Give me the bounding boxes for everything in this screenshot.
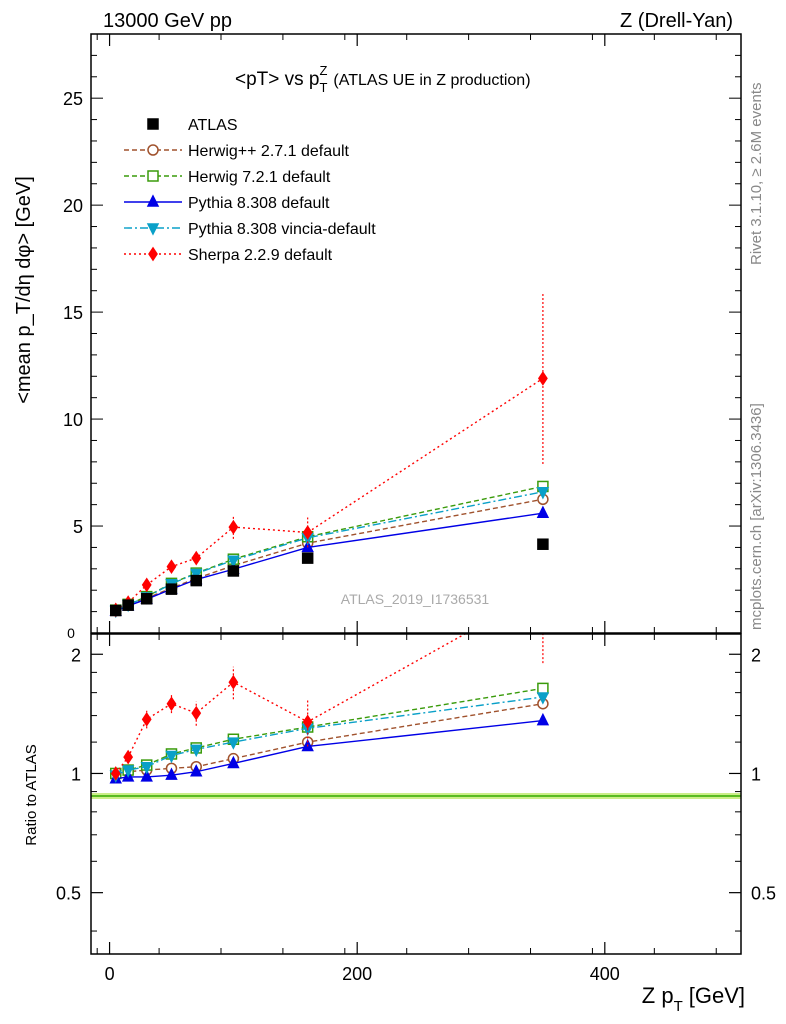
ratio-point-sherpa-2-2-9-default — [141, 711, 152, 727]
x-tick-label: 0 — [105, 964, 115, 984]
ratio-point-sherpa-2-2-9-default — [110, 766, 121, 781]
watermark: ATLAS_2019_I1736531 — [341, 591, 490, 607]
data-point-sherpa-2-2-9-default — [538, 371, 548, 386]
data-point-atlas — [301, 552, 314, 564]
ratio-point-sherpa-2-2-9-default — [166, 696, 177, 712]
ratio-point-pythia-8-308-vincia-default — [227, 737, 240, 750]
ratio-point-pythia-8-308-default — [227, 755, 240, 769]
data-point-atlas — [165, 583, 178, 595]
ratio-tick-label: 1 — [751, 764, 761, 784]
ratio-point-pythia-8-308-default — [165, 767, 178, 780]
ratio-line-sherpa-2-2-9-default — [115, 634, 467, 774]
chart-title: <pT> vs pZ T (ATLAS UE in Z production) — [235, 63, 531, 95]
y-tick-label: 15 — [63, 303, 83, 323]
y-tick-label: 20 — [63, 196, 83, 216]
legend-marker — [147, 170, 159, 182]
ratio-line-pythia-8-308-default — [115, 719, 543, 780]
ratio-point-sherpa-2-2-9-default — [191, 705, 202, 721]
y-tick-label: 5 — [73, 517, 83, 537]
data-point-pythia-8-308-vincia-default — [227, 555, 240, 568]
process-label: Z (Drell-Yan) — [620, 10, 733, 32]
ratio-point-sherpa-2-2-9-default — [228, 674, 239, 690]
legend-marker — [146, 194, 160, 207]
data-point-sherpa-2-2-9-default — [191, 550, 202, 566]
y-tick-label: 10 — [63, 410, 83, 430]
ratio-point-pythia-8-308-vincia-default — [121, 765, 135, 778]
x-tick-label: 200 — [342, 964, 372, 984]
legend-label: Pythia 8.308 default — [188, 195, 330, 212]
data-point-atlas — [140, 593, 153, 605]
ratio-tick-label: 2 — [71, 645, 81, 665]
data-point-atlas — [110, 604, 122, 617]
legend-marker — [147, 144, 159, 156]
x-tick-label: 400 — [590, 964, 620, 984]
legend-marker — [146, 223, 160, 236]
ratio-point-sherpa-2-2-9-default — [539, 584, 547, 596]
ratio-point-pythia-8-308-default — [140, 769, 153, 782]
ratio-point-herwig-7-2-1-default — [537, 682, 549, 695]
data-point-pythia-8-308-default — [536, 505, 550, 518]
ratio-tick-label: 0.5 — [751, 884, 776, 904]
data-point-atlas — [537, 538, 549, 550]
ratio-frame — [90, 633, 742, 955]
legend-label: Sherpa 2.2.9 default — [188, 247, 333, 264]
ratio-tick-label: 0.5 — [56, 884, 81, 904]
mcplots-label: mcplots.cern.ch [arXiv:1306.3436] — [748, 403, 765, 630]
ratio-tick-label: 2 — [751, 645, 761, 665]
ratio-point-pythia-8-308-vincia-default — [536, 692, 550, 705]
data-point-atlas — [122, 599, 134, 611]
ratio-line-pythia-8-308-vincia-default — [115, 696, 543, 776]
data-point-atlas — [227, 565, 240, 577]
main-frame — [90, 33, 742, 634]
ratio-point-sherpa-2-2-9-default — [302, 714, 313, 730]
ratio-point-sherpa-2-2-9-default — [123, 749, 134, 765]
data-point-sherpa-2-2-9-default — [228, 519, 239, 535]
data-point-sherpa-2-2-9-default — [166, 559, 177, 575]
series-line-sherpa-2-2-9-default — [115, 377, 544, 611]
y-tick-label: 0 — [67, 625, 75, 641]
beam-label: 13000 GeV pp — [103, 10, 232, 32]
ratio-tick-label: 1 — [71, 764, 81, 784]
data-point-sherpa-2-2-9-default — [302, 525, 313, 540]
data-point-pythia-8-308-vincia-default — [536, 487, 550, 500]
ratio-line-herwig-2-7-1-default — [115, 703, 544, 776]
legend-label: Herwig++ 2.7.1 default — [188, 143, 350, 160]
data-point-atlas — [190, 574, 202, 587]
y-tick-label: 25 — [63, 89, 83, 109]
ratio-point-pythia-8-308-default — [190, 764, 203, 777]
ratio-y-axis-label: Ratio to ATLAS — [23, 744, 40, 845]
ratio-point-pythia-8-308-vincia-default — [140, 761, 153, 775]
legend-label: Herwig 7.2.1 default — [188, 169, 331, 186]
y-axis-label: <mean p_T/dη dφ> [GeV] — [13, 176, 35, 404]
data-point-sherpa-2-2-9-default — [141, 577, 152, 593]
data-point-pythia-8-308-vincia-default — [190, 568, 203, 582]
legend-label: ATLAS — [188, 117, 238, 134]
legend-marker — [148, 246, 158, 262]
legend-label: Pythia 8.308 vincia-default — [188, 221, 376, 238]
ratio-point-pythia-8-308-vincia-default — [190, 744, 203, 758]
legend-marker — [147, 118, 159, 130]
ratio-point-pythia-8-308-vincia-default — [165, 750, 178, 764]
rivet-label: Rivet 3.1.10, ≥ 2.6M events — [748, 83, 765, 266]
ratio-line-herwig-7-2-1-default — [115, 687, 544, 775]
ratio-point-pythia-8-308-default — [536, 712, 550, 726]
x-axis-label: Z pT [GeV] — [642, 983, 745, 1015]
